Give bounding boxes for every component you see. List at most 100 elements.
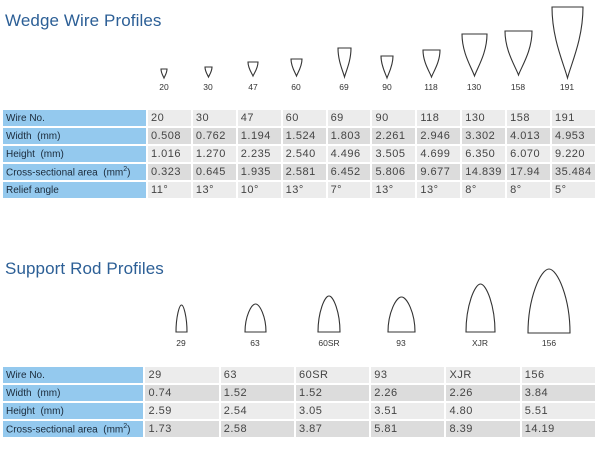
profile-shape — [464, 283, 496, 333]
profile-shape — [550, 6, 584, 81]
table-cell: 1.194 — [237, 128, 281, 144]
table-cell: 2.54 — [220, 403, 294, 419]
table-cell: 60SR — [295, 367, 370, 383]
table-cell: 4.80 — [446, 403, 520, 419]
row-header-label: Height (mm) — [6, 405, 64, 417]
profile-label: 118 — [424, 82, 438, 92]
profile-69: 69 — [329, 47, 359, 92]
profile-label: 63 — [250, 338, 260, 348]
row-header: Relief angle — [3, 182, 146, 198]
profile-shape — [289, 58, 303, 78]
profile-label: 30 — [203, 82, 213, 92]
table-cell: 4.699 — [417, 146, 461, 162]
table-row: Wire No. 20 30 47 60 69 90 118 130 158 191 — [3, 110, 595, 126]
profile-shape — [336, 47, 352, 80]
table-cell: 1.016 — [148, 146, 191, 162]
row-header: Height (mm) — [3, 146, 146, 162]
profile-label: 29 — [176, 338, 186, 348]
profile-label: 156 — [541, 338, 557, 348]
table-cell: 9.677 — [417, 164, 461, 180]
table-cell: 13° — [417, 182, 461, 198]
profile-158: 158 — [503, 30, 534, 92]
table-cell: 1.270 — [192, 146, 236, 162]
table-cell: 0.508 — [148, 128, 191, 144]
table-cell: 2.540 — [282, 146, 326, 162]
profile-label: 130 — [466, 82, 482, 92]
table-cell: 158 — [507, 110, 551, 126]
table-cell: 17.94 — [507, 164, 551, 180]
table-cell: 3.84 — [521, 385, 595, 401]
table-cell: 63 — [220, 367, 294, 383]
table-cell: 29 — [145, 367, 219, 383]
profile-label: XJR — [471, 338, 489, 348]
profile-191: 191 — [550, 6, 585, 92]
table-cell: 1.52 — [220, 385, 294, 401]
table-cell: 0.74 — [145, 385, 219, 401]
row-header-label: Height (mm) — [6, 148, 64, 160]
unit-superscript: 2 — [123, 422, 128, 430]
profile-shape — [527, 268, 571, 334]
table-row: Wire No. 29 63 60SR 93 XJR 156 — [3, 367, 595, 383]
table-cell: 6.350 — [462, 146, 506, 162]
row-header: Cross-sectional area (mm2) — [3, 421, 144, 437]
profile-shape — [460, 33, 488, 78]
table-cell: 11° — [148, 182, 191, 198]
profile-XJR: XJR — [464, 283, 497, 348]
table-row: Cross-sectional area (mm2) 0.323 0.645 1.93… — [3, 164, 595, 180]
profile-label: 47 — [248, 82, 258, 92]
table-row: Height (mm) 2.59 2.54 3.05 3.51 4.80 5.51 — [3, 403, 595, 419]
table-cell: 6.070 — [507, 146, 551, 162]
profile-shape — [203, 66, 213, 79]
support-rod-title: Support Rod Profiles — [5, 259, 164, 278]
profile-47: 47 — [238, 61, 268, 92]
table-cell: 13° — [372, 182, 416, 198]
table-cell: 1.935 — [237, 164, 281, 180]
table-cell: 3.51 — [371, 403, 445, 419]
table-cell: 156 — [521, 367, 595, 383]
table-row: Height (mm) 1.016 1.270 2.235 2.540 4.496 3.50… — [3, 146, 595, 162]
wedge-wire-title: Wedge Wire Profiles — [5, 11, 162, 30]
table-row: Width (mm) 0.74 1.52 1.52 2.26 2.26 3.84 — [3, 385, 595, 401]
table-cell: 1.803 — [327, 128, 371, 144]
table-cell: 5.81 — [371, 421, 445, 437]
row-header: Cross-sectional area (mm2) — [3, 164, 146, 180]
table-cell: 130 — [462, 110, 506, 126]
row-header-label: Cross-sectional area (mm — [6, 424, 124, 436]
profile-63: 63 — [240, 303, 270, 348]
table-cell: 2.581 — [282, 164, 326, 180]
table-cell: 2.58 — [220, 421, 294, 437]
profile-label: 158 — [510, 82, 526, 92]
profile-shape — [174, 304, 188, 333]
table-row: Cross-sectional area (mm2) 1.73 2.58 3.87 5.… — [3, 421, 595, 437]
table-cell: 13° — [192, 182, 236, 198]
table-cell: 4.953 — [552, 128, 595, 144]
table-cell: 93 — [371, 367, 445, 383]
table-cell: 30 — [192, 110, 236, 126]
table-cell: 2.235 — [237, 146, 281, 162]
profile-shape — [317, 295, 341, 333]
row-header-label: Relief angle — [6, 184, 59, 196]
table-cell: 6.452 — [327, 164, 371, 180]
row-header-label: Width (mm) — [6, 387, 61, 399]
profile-label: 93 — [396, 338, 406, 348]
profile-label: 90 — [382, 82, 392, 92]
profile-shape — [503, 30, 533, 77]
row-header-label: Cross-sectional area (mm — [6, 167, 124, 179]
profile-130: 130 — [459, 33, 489, 92]
table-cell: 60 — [282, 110, 326, 126]
table-cell: 4.496 — [327, 146, 371, 162]
table-cell: 5.51 — [521, 403, 595, 419]
table-cell: 0.323 — [148, 164, 191, 180]
table-row: Relief angle 11° 13° 10° 13° 7° 13° 13° 8° 8° 5° — [3, 182, 595, 198]
table-cell: 20 — [148, 110, 191, 126]
row-header-label: Width (mm) — [6, 130, 61, 142]
table-cell: 14.19 — [521, 421, 595, 437]
table-cell: 118 — [417, 110, 461, 126]
profile-shape — [421, 49, 441, 79]
profile-shape — [160, 68, 168, 80]
profile-60: 60 — [281, 58, 311, 92]
table-cell: 3.505 — [372, 146, 416, 162]
table-cell: 13° — [282, 182, 326, 198]
row-header-label: Wire No. — [6, 369, 45, 381]
table-cell: 191 — [552, 110, 595, 126]
